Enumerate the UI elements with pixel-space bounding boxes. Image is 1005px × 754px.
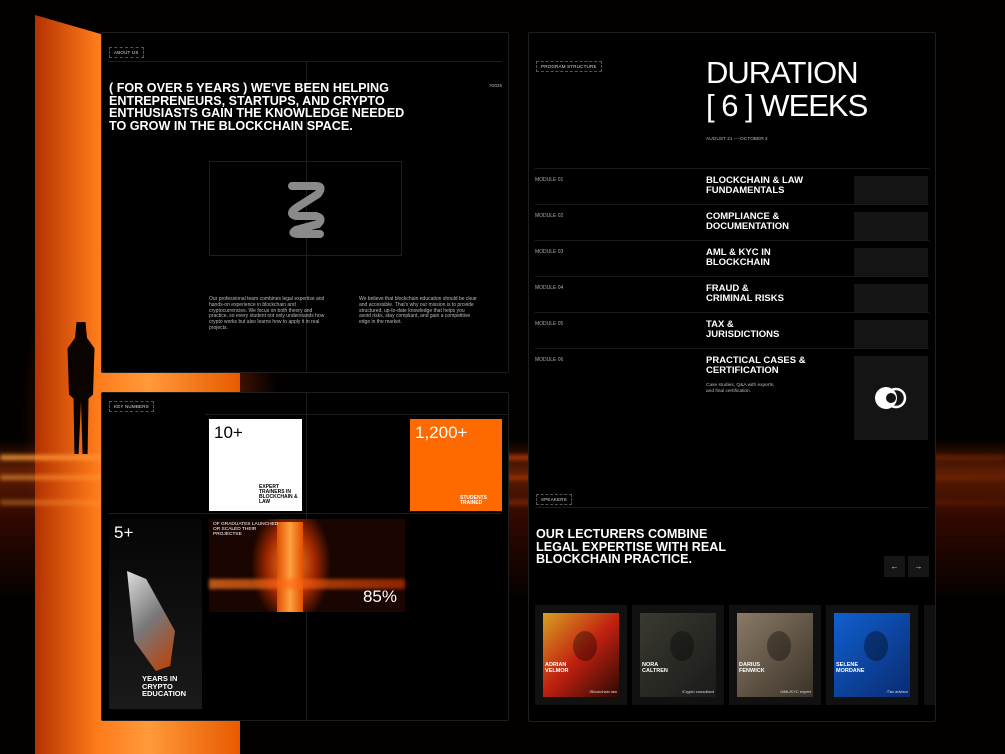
- module-thumbnail: [854, 176, 928, 204]
- years-value: 5+: [114, 523, 134, 542]
- about-tag: ABOUT US: [109, 47, 144, 58]
- graduates-card: OF GRADUATES LAUNCHED OR SCALED THEIR PR…: [209, 519, 405, 612]
- speaker-name: ADRIAN VELMOR: [545, 662, 569, 674]
- speaker-role: /Tax advisor: [886, 689, 908, 694]
- about-headline: ( FOR OVER 5 YEARS ) WE'VE BEEN HELPING …: [109, 81, 405, 133]
- module-title: TAX & JURISDICTIONS: [706, 319, 780, 340]
- module-thumbnail: [854, 212, 928, 240]
- module-title: PRACTICAL CASES & CERTIFICATION: [706, 355, 806, 376]
- speaker-card-partial[interactable]: [924, 605, 935, 705]
- about-paragraph-2: We believe that blockchain education sho…: [359, 296, 477, 325]
- prev-arrow-button[interactable]: ←: [884, 556, 905, 577]
- speaker-silhouette: [864, 631, 888, 661]
- module-thumbnail: [854, 284, 928, 312]
- rock-image: [127, 571, 175, 671]
- divider: [535, 204, 929, 205]
- module-label: MODULE 03: [535, 249, 564, 255]
- years-card: 5+ YEARS IN CRYPTO EDUCATION: [109, 519, 202, 709]
- students-card: 1,200+ STUDENTS TRAINED: [410, 419, 502, 511]
- students-value: 1,200+: [415, 423, 468, 442]
- module-title: FRAUD & CRIMINAL RISKS: [706, 283, 784, 304]
- speaker-photo: [640, 613, 716, 697]
- logo-box: [209, 161, 402, 256]
- module-title: AML & KYC IN BLOCKCHAIN: [706, 247, 771, 268]
- divider: [108, 61, 502, 62]
- certificate-logo-icon: [875, 387, 907, 409]
- key-numbers-tag: KEY NUMBERS: [109, 401, 154, 412]
- divider: [535, 240, 929, 241]
- trainers-value: 10+: [214, 423, 243, 442]
- door-image: [277, 522, 303, 612]
- speaker-photo: [737, 613, 813, 697]
- module-thumbnail: [854, 248, 928, 276]
- duration-title-line1: DURATION: [706, 55, 859, 90]
- speaker-card[interactable]: DARIUS FENWICK /AML/KYC expert: [729, 605, 821, 705]
- students-label: STUDENTS TRAINED: [460, 495, 487, 506]
- divider: [535, 312, 929, 313]
- module-description: Case studies, Q&A with experts, and fina…: [706, 383, 775, 394]
- speakers-tag: SPEAKERS: [536, 494, 572, 505]
- program-panel: PROGRAM STRUCTURE DURATION [ 6 ] WEEKS A…: [528, 32, 936, 722]
- module-label: MODULE 02: [535, 213, 564, 219]
- divider: [535, 276, 929, 277]
- year-tag: #2025: [489, 83, 502, 88]
- speaker-role: /AML/KYC expert: [780, 689, 811, 694]
- speaker-photo: [543, 613, 619, 697]
- module-thumbnail: [854, 320, 928, 348]
- duration-title: DURATION [ 6 ] WEEKS: [706, 55, 868, 123]
- trainers-card: 10+ EXPERT TRAINERS IN BLOCKCHAIN & LAW: [209, 419, 302, 511]
- years-label: YEARS IN CRYPTO EDUCATION: [142, 674, 187, 698]
- about-paragraph-1: Our professional team combines legal exp…: [209, 296, 325, 331]
- speaker-card[interactable]: NORA CALTREN /Crypto consultant: [632, 605, 724, 705]
- program-tag: PROGRAM STRUCTURE: [536, 61, 602, 72]
- speaker-name: NORA CALTREN: [642, 662, 668, 674]
- module-title: COMPLIANCE & DOCUMENTATION: [706, 211, 790, 232]
- speaker-card[interactable]: ADRIAN VELMOR /Blockchain law: [535, 605, 627, 705]
- key-numbers-panel: KEY NUMBERS 10+ EXPERT TRAINERS IN BLOCK…: [101, 392, 509, 721]
- speaker-role: /Crypto consultant: [681, 689, 714, 694]
- divider: [205, 414, 508, 415]
- graduates-value: 85%: [362, 587, 397, 606]
- module-label: MODULE 06: [535, 357, 564, 363]
- chain-link-logo-icon: [287, 181, 325, 238]
- speaker-silhouette: [767, 631, 791, 661]
- speaker-card[interactable]: SELENE MORDANE /Tax advisor: [826, 605, 918, 705]
- next-arrow-button[interactable]: →: [908, 556, 929, 577]
- divider: [108, 513, 502, 514]
- speaker-silhouette: [573, 631, 597, 661]
- module-thumbnail: [854, 356, 928, 440]
- trainers-label: EXPERT TRAINERS IN BLOCKCHAIN & LAW: [259, 484, 298, 505]
- about-panel: ABOUT US ( FOR OVER 5 YEARS ) WE'VE BEEN…: [101, 32, 509, 373]
- divider: [535, 168, 929, 169]
- duration-title-line2: [ 6 ] WEEKS: [706, 87, 868, 123]
- module-label: MODULE 05: [535, 321, 564, 327]
- speaker-silhouette: [670, 631, 694, 661]
- module-label: MODULE 01: [535, 177, 564, 183]
- module-label: MODULE 04: [535, 285, 564, 291]
- speaker-name: SELENE MORDANE: [836, 662, 865, 674]
- divider: [535, 507, 929, 508]
- speaker-role: /Blockchain law: [589, 689, 617, 694]
- module-title: BLOCKCHAIN & LAW FUNDAMENTALS: [706, 175, 804, 196]
- speaker-name: DARIUS FENWICK: [739, 662, 765, 674]
- graduates-label: OF GRADUATES LAUNCHED OR SCALED THEIR PR…: [213, 522, 279, 537]
- program-dates: AUGUST 21 — OCTOBER 2: [706, 137, 768, 142]
- speakers-headline: OUR LECTURERS COMBINE LEGAL EXPERTISE WI…: [536, 527, 727, 567]
- light-streak: [209, 579, 405, 589]
- divider: [535, 348, 929, 349]
- speaker-photo: [834, 613, 910, 697]
